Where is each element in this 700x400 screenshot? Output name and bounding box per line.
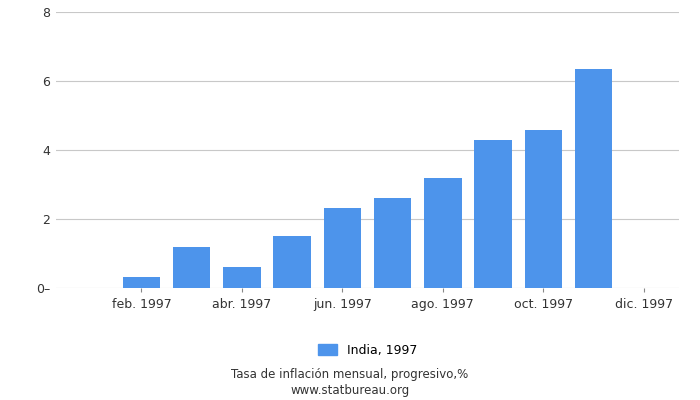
Bar: [475, 140, 512, 288]
Bar: [173, 246, 211, 288]
Bar: [323, 208, 361, 288]
Bar: [223, 267, 260, 288]
Text: Tasa de inflación mensual, progresivo,%: Tasa de inflación mensual, progresivo,%: [232, 368, 468, 381]
Bar: [524, 130, 562, 288]
Bar: [273, 236, 311, 288]
Bar: [374, 198, 412, 288]
Text: www.statbureau.org: www.statbureau.org: [290, 384, 410, 397]
Bar: [424, 178, 462, 288]
Bar: [122, 277, 160, 288]
Legend: India, 1997: India, 1997: [318, 344, 417, 357]
Bar: [575, 69, 612, 288]
